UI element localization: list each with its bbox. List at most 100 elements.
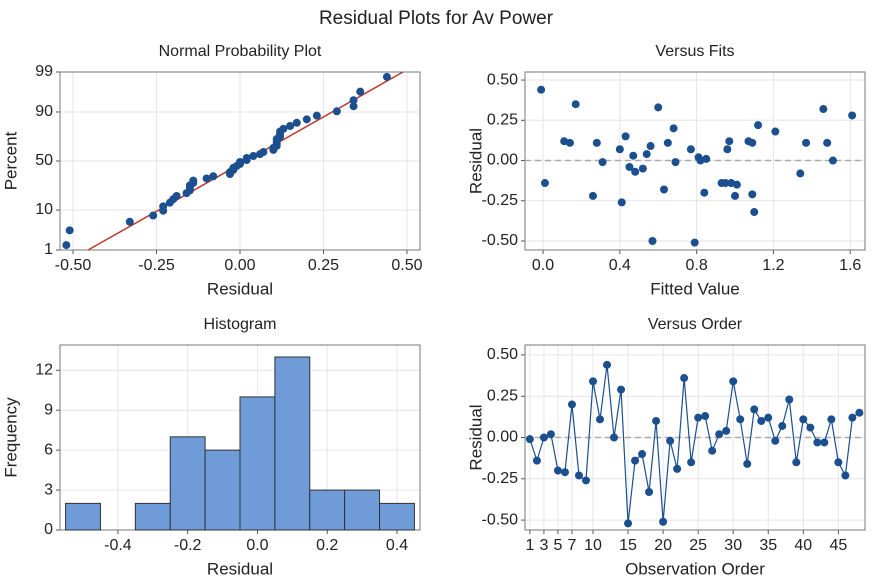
point bbox=[159, 202, 168, 211]
point bbox=[624, 519, 633, 528]
bar bbox=[309, 489, 346, 531]
point bbox=[771, 436, 780, 445]
point bbox=[686, 145, 695, 154]
point bbox=[598, 158, 607, 167]
point bbox=[813, 438, 822, 447]
x-tick-label: -0.2 bbox=[174, 537, 202, 554]
point bbox=[571, 100, 580, 109]
x-tick-label: 15 bbox=[619, 537, 637, 554]
y-tick-label: -0.50 bbox=[482, 511, 519, 528]
point bbox=[560, 468, 569, 477]
point bbox=[149, 211, 158, 220]
y-tick-label: 0.25 bbox=[487, 112, 518, 129]
y-tick-label: -0.25 bbox=[482, 470, 519, 487]
point bbox=[652, 416, 661, 425]
x-tick-label: 0.8 bbox=[686, 257, 708, 274]
x-tick-label: 0.0 bbox=[532, 257, 554, 274]
x-tick-label: 40 bbox=[794, 537, 812, 554]
y-tick-label: 9 bbox=[44, 401, 53, 418]
bar bbox=[379, 502, 415, 531]
plot-frame bbox=[59, 71, 421, 251]
y-tick-label: 0.00 bbox=[487, 152, 518, 169]
point bbox=[654, 103, 663, 112]
point bbox=[731, 191, 740, 200]
point bbox=[708, 446, 717, 455]
bar bbox=[204, 449, 241, 531]
point bbox=[332, 107, 341, 116]
y-tick-label: 10 bbox=[35, 201, 53, 218]
x-axis-title: Observation Order bbox=[625, 559, 765, 578]
point bbox=[732, 180, 741, 189]
point bbox=[748, 138, 757, 147]
point bbox=[65, 226, 74, 235]
subplot-title: Histogram bbox=[204, 316, 277, 333]
point bbox=[540, 179, 549, 188]
x-tick-label: -0.50 bbox=[55, 257, 92, 274]
point bbox=[659, 517, 668, 526]
x-tick-label: 1.2 bbox=[762, 257, 784, 274]
point bbox=[736, 415, 745, 424]
point bbox=[356, 87, 365, 96]
point bbox=[62, 241, 71, 250]
point bbox=[242, 154, 251, 163]
y-tick-label: 0.50 bbox=[487, 71, 518, 88]
y-axis-title: Percent bbox=[1, 131, 20, 190]
point bbox=[648, 236, 657, 245]
point bbox=[581, 476, 590, 485]
point bbox=[617, 385, 626, 394]
point bbox=[236, 157, 244, 166]
point bbox=[588, 191, 597, 200]
bar bbox=[274, 356, 311, 531]
point bbox=[209, 172, 218, 181]
point bbox=[778, 421, 787, 430]
point bbox=[748, 190, 757, 199]
point bbox=[638, 450, 647, 459]
point bbox=[827, 415, 836, 424]
x-tick-label: 5 bbox=[553, 537, 562, 554]
point bbox=[349, 102, 358, 111]
x-tick-label: 0.0 bbox=[246, 537, 268, 554]
point bbox=[382, 72, 391, 81]
point bbox=[828, 156, 837, 165]
point bbox=[694, 413, 703, 422]
y-tick-label: 0.00 bbox=[487, 429, 518, 446]
x-tick-label: 0.2 bbox=[316, 537, 338, 554]
x-tick-label: 30 bbox=[724, 537, 742, 554]
point bbox=[610, 433, 619, 442]
point bbox=[553, 466, 562, 475]
point bbox=[663, 138, 672, 147]
point bbox=[565, 138, 574, 147]
point bbox=[743, 459, 752, 468]
y-tick-label: 12 bbox=[35, 362, 53, 379]
bar bbox=[344, 489, 381, 531]
point bbox=[725, 137, 734, 146]
x-tick-label: 20 bbox=[654, 537, 672, 554]
x-tick-label: 3 bbox=[539, 537, 548, 554]
x-tick-label: 0.4 bbox=[386, 537, 408, 554]
point bbox=[546, 430, 555, 439]
y-tick-label: 1 bbox=[44, 241, 53, 258]
point bbox=[792, 458, 801, 467]
point bbox=[629, 151, 638, 160]
point bbox=[617, 198, 626, 207]
point bbox=[172, 192, 181, 201]
y-tick-label: 50 bbox=[35, 152, 53, 169]
point bbox=[690, 238, 699, 247]
point bbox=[249, 152, 258, 161]
point bbox=[537, 85, 546, 94]
x-tick-label: 10 bbox=[584, 537, 602, 554]
point bbox=[646, 142, 655, 151]
point bbox=[659, 185, 668, 194]
y-axis-title: Residual bbox=[466, 128, 485, 194]
point bbox=[834, 458, 843, 467]
x-tick-label: 0.25 bbox=[308, 257, 339, 274]
x-tick-label: 45 bbox=[829, 537, 847, 554]
point bbox=[589, 377, 597, 386]
x-tick-label: -0.4 bbox=[104, 537, 132, 554]
point bbox=[820, 438, 829, 447]
y-tick-label: -0.25 bbox=[482, 192, 519, 209]
point bbox=[701, 412, 710, 421]
point bbox=[525, 435, 534, 444]
